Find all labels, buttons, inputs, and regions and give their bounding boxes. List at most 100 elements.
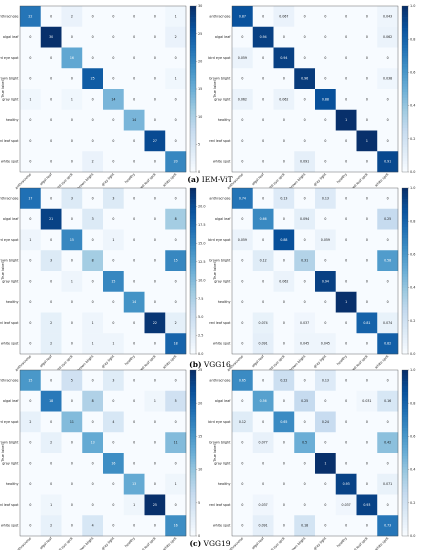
colorbar-segment [402, 491, 408, 495]
colorbar-segment [402, 50, 408, 54]
cell-value-label: 0 [50, 56, 52, 60]
colorbar-segment [190, 428, 196, 432]
caption-b: (b) VGG16 [189, 360, 231, 369]
heatmap-cell [123, 89, 145, 110]
colorbar-segment [402, 53, 408, 57]
colorbar-segment [190, 483, 196, 487]
cell-value-label: 0 [304, 196, 306, 200]
colorbar-segment [190, 50, 196, 54]
colorbar-segment [190, 381, 196, 385]
heatmap-cell [40, 453, 62, 474]
heatmap-cell [294, 515, 316, 537]
cell-value-label: 0 [92, 300, 94, 304]
heatmap-cell [165, 432, 187, 454]
colorbar-segment [190, 411, 196, 415]
heatmap-cell [144, 130, 166, 152]
colorbar-segment [402, 47, 408, 51]
cell-value-label: 0 [112, 300, 114, 304]
heatmap-cell [232, 271, 253, 292]
colorbar-segment [402, 36, 408, 40]
colorbar-segment [190, 472, 196, 476]
heatmap-cell [61, 109, 83, 131]
colorbar-segment [190, 130, 196, 134]
heatmap-cell [335, 89, 357, 110]
cell-value-label: 0 [71, 217, 73, 221]
cell-value-label: 1 [175, 14, 177, 18]
heatmap-cell [315, 291, 336, 313]
colorbar-segment [402, 8, 408, 12]
colorbar-segment [190, 519, 196, 523]
colorbar-segment [190, 326, 196, 330]
colorbar-segment [402, 400, 408, 404]
colorbar-segment [402, 246, 408, 250]
cell-value-label: 0 [154, 300, 156, 304]
heatmap-cell [273, 109, 295, 131]
heatmap-cell [20, 291, 41, 313]
y-axis-title: True label [213, 444, 217, 462]
y-tick-label: red leaf spot [209, 503, 231, 507]
colorbar-segment [402, 100, 408, 104]
heatmap-cell [377, 473, 399, 495]
colorbar-segment [402, 386, 408, 390]
heatmap-cell [273, 291, 295, 313]
heatmap-cell [144, 411, 166, 433]
cell-value-label: 0 [345, 238, 347, 242]
cell-value-label: 0 [92, 118, 94, 122]
x-tick-label: white spot [162, 354, 178, 370]
colorbar-segment [402, 14, 408, 18]
heatmap-cell [123, 453, 145, 474]
cell-value-label: 0.077 [259, 441, 268, 445]
colorbar-segment [402, 199, 408, 203]
heatmap-cell [294, 411, 316, 433]
colorbar-segment [402, 94, 408, 98]
colorbar-segment [402, 513, 408, 517]
colorbar-segment [402, 86, 408, 90]
colorbar-segment [402, 251, 408, 255]
colorbar-segment [190, 268, 196, 272]
colorbar-segment [190, 497, 196, 501]
cell-value-label: 0 [133, 160, 135, 164]
heatmap-cell [335, 208, 357, 230]
heatmap-cell [273, 494, 295, 516]
cell-value-label: 0 [366, 441, 368, 445]
cell-value-label: 0 [283, 139, 285, 143]
x-tick-label: healthy [336, 172, 348, 184]
colorbar-segment [190, 160, 196, 164]
heatmap-iem-vit-normalized: 0.87 0 0.067 0 0 0 0 0.043 0 0.94 0 0 0 0 0 0.062 0.059 0… [208, 4, 415, 197]
colorbar-segment [190, 36, 196, 40]
heatmap-cell [165, 390, 187, 412]
cell-value-label: 0 [92, 196, 94, 200]
cell-value-label: 0.94 [280, 56, 287, 60]
x-tick-label: algal leaf [39, 536, 53, 550]
colorbar-segment [402, 75, 408, 79]
cell-value-label: 0 [175, 118, 177, 122]
colorbar-segment [190, 221, 196, 225]
heatmap-cell [123, 250, 145, 272]
cell-value-label: 0 [262, 482, 264, 486]
heatmap-cell [335, 130, 357, 152]
cell-value-label: 0 [92, 461, 94, 465]
heatmap-cell [232, 291, 253, 313]
cell-value-label: 0 [283, 259, 285, 263]
colorbar-segment [190, 282, 196, 286]
colorbar-segment [190, 271, 196, 275]
cell-value-label: 0 [29, 482, 31, 486]
colorbar-segment [190, 89, 196, 93]
heatmap-cell [20, 47, 41, 69]
colorbar-segment [190, 494, 196, 498]
heatmap-cell [103, 312, 124, 334]
cell-value-label: 0 [387, 238, 389, 242]
colorbar-segment [402, 480, 408, 484]
heatmap-cell [144, 250, 166, 272]
heatmap-cell [252, 6, 274, 27]
colorbar-segment [402, 257, 408, 261]
colorbar-segment [190, 248, 196, 252]
colorbar-segment [190, 500, 196, 504]
heatmap-cell [294, 271, 316, 292]
cell-value-label: 0 [29, 441, 31, 445]
heatmap-cell [273, 515, 295, 537]
heatmap-cell [232, 130, 253, 152]
y-axis-title: True label [1, 444, 5, 462]
heatmap-cell [356, 333, 378, 355]
cell-value-label: 3 [112, 196, 114, 200]
